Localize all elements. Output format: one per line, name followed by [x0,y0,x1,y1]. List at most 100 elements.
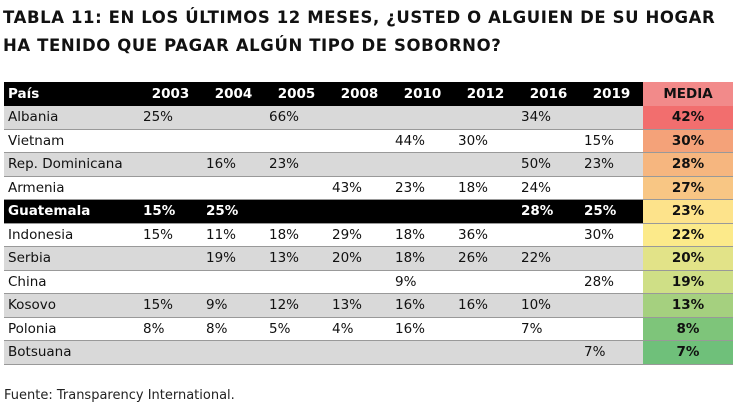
value-cell [202,341,265,365]
value-cell: 9% [395,273,417,290]
value-cell: 28% [584,273,615,290]
value-cell [454,317,517,341]
value-cell: 23% [584,156,615,173]
value-cell: 50% [521,156,552,173]
value-cell [454,341,517,365]
value-cell [328,106,391,130]
value-cell [391,153,454,177]
media-cell: 19% [643,270,733,294]
value-cell [454,153,517,177]
value-cell [328,200,391,224]
country-cell: Indonesia [8,226,74,243]
media-cell: 23% [643,199,733,223]
media-cell: 30% [643,129,733,153]
table-row: Polonia 8% 8% 5% 4% 16% 7% 8% [4,317,733,341]
value-cell [517,270,580,294]
value-cell [265,176,328,200]
country-cell: Kosovo [8,297,56,314]
value-cell: 16% [206,156,237,173]
value-cell: 15% [143,226,174,243]
country-cell: Rep. Dominicana [8,156,123,173]
value-cell [139,129,202,153]
column-header-country: País [8,85,40,102]
value-cell: 36% [458,226,489,243]
value-cell: 4% [332,320,354,337]
media-cell: 42% [643,105,733,129]
value-cell [202,270,265,294]
value-cell: 20% [332,250,363,267]
value-cell [454,270,517,294]
value-cell: 16% [395,320,426,337]
value-cell [517,341,580,365]
value-cell: 18% [395,250,426,267]
value-cell: 5% [269,320,291,337]
value-cell [391,341,454,365]
value-cell [328,341,391,365]
value-cell [454,200,517,224]
value-cell: 15% [584,132,615,149]
value-cell: 12% [269,297,300,314]
value-cell: 18% [395,226,426,243]
value-cell: 18% [269,226,300,243]
value-cell: 23% [395,179,426,196]
value-cell [517,129,580,153]
value-cell: 22% [521,250,552,267]
value-cell [139,247,202,271]
value-cell [580,176,643,200]
header-row: País 2003 2004 2005 2008 2010 2012 2016 … [4,82,733,106]
value-cell: 13% [332,297,363,314]
column-header-year: 2016 [529,85,568,102]
value-cell: 30% [584,226,615,243]
value-cell [328,153,391,177]
value-cell: 10% [521,297,552,314]
media-cell: 8% [643,317,733,341]
table-row: Armenia 43% 23% 18% 24% 27% [4,176,733,200]
value-cell [265,270,328,294]
column-header-year: 2010 [403,85,442,102]
source-note: Fuente: Transparency International. [4,388,235,403]
value-cell: 8% [206,320,228,337]
media-cell: 22% [643,223,733,247]
value-cell [202,106,265,130]
value-cell: 8% [143,320,165,337]
media-cell: 13% [643,293,733,317]
value-cell [139,270,202,294]
country-cell: Guatemala [8,203,91,220]
column-header-year: 2019 [592,85,631,102]
country-cell: Polonia [8,320,57,337]
media-cell: 20% [643,246,733,270]
column-header-media: MEDIA [643,82,733,106]
value-cell: 23% [269,156,300,173]
table-row: Serbia 19% 13% 20% 18% 26% 22% 20% [4,246,733,271]
value-cell: 16% [458,297,489,314]
value-cell: 15% [143,203,176,220]
value-cell [580,294,643,318]
table-row: Vietnam 44% 30% 15% 30% [4,129,733,153]
value-cell [139,341,202,365]
value-cell [265,341,328,365]
value-cell [139,153,202,177]
value-cell: 16% [395,297,426,314]
country-cell: Serbia [8,250,52,267]
column-header-year: 2005 [277,85,316,102]
value-cell: 7% [521,320,543,337]
column-header-year: 2008 [340,85,379,102]
value-cell: 15% [143,297,174,314]
country-cell: Albania [8,109,59,125]
value-cell [265,129,328,153]
table-row: Guatemala 15% 25% 28% 25% 23% [4,199,733,224]
value-cell [580,317,643,341]
table-title: TABLA 11: EN LOS ÚLTIMOS 12 MESES, ¿USTE… [3,8,716,55]
value-cell: 30% [458,132,489,149]
value-cell [139,176,202,200]
value-cell: 29% [332,226,363,243]
value-cell [328,270,391,294]
value-cell: 19% [206,250,237,267]
value-cell [391,200,454,224]
column-header-year: 2003 [151,85,190,102]
country-cell: Botsuana [8,344,72,361]
country-cell: Armenia [8,179,65,196]
value-cell: 34% [521,109,552,125]
value-cell [328,129,391,153]
table-row: Rep. Dominicana 16% 23% 50% 23% 28% [4,152,733,177]
